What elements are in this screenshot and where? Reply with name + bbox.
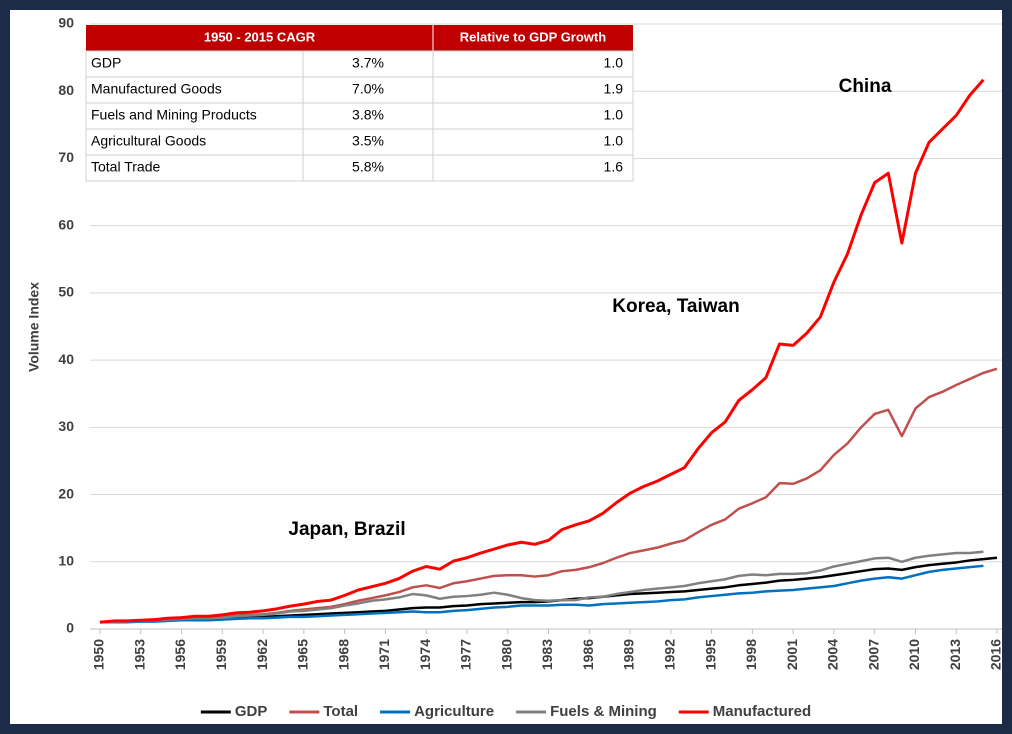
table-row: [85, 102, 634, 130]
x-tick-label: 2007: [865, 639, 881, 670]
x-tick-label: 1968: [335, 639, 351, 670]
x-tick-label: 1989: [621, 639, 637, 670]
legend-label: Total: [323, 703, 358, 720]
x-tick-label: 1953: [131, 639, 147, 670]
annotation: Japan, Brazil: [288, 519, 405, 540]
table-cell: GDP: [91, 55, 121, 71]
x-tick-label: 1992: [662, 639, 678, 670]
table-cell: Fuels and Mining Products: [91, 107, 257, 123]
x-tick-label: 1950: [91, 639, 107, 670]
y-axis-label: Volume Index: [26, 282, 42, 372]
table-cell: 5.8%: [352, 159, 384, 175]
table-cell: 3.5%: [352, 133, 384, 149]
x-tick-label: 1959: [213, 639, 229, 670]
legend-label: Manufactured: [713, 703, 811, 720]
series-line: [99, 550, 984, 624]
y-tick-label: 20: [58, 485, 74, 501]
table-row: [85, 154, 634, 182]
table-cell: Agricultural Goods: [91, 133, 206, 149]
x-tick-label: 2001: [784, 639, 800, 670]
table-cell: 1.0: [604, 107, 624, 123]
legend-label: Fuels & Mining: [550, 703, 657, 720]
table-row: [85, 50, 634, 78]
series-line: [99, 78, 985, 624]
table-row: [85, 128, 634, 156]
legend-label: GDP: [235, 703, 268, 720]
table-cell: 7.0%: [352, 81, 384, 97]
table-header: Relative to GDP Growth: [460, 29, 606, 44]
table-header-bg: [86, 25, 633, 51]
x-tick-label: 2010: [906, 639, 922, 670]
y-tick-label: 70: [58, 149, 74, 165]
series-line: [100, 564, 984, 624]
x-tick-label: 1971: [376, 639, 392, 670]
x-tick-label: 2004: [825, 639, 841, 670]
table-cell: 3.7%: [352, 55, 384, 71]
annotation: Korea, Taiwan: [612, 296, 739, 317]
table-cell: 1.9: [604, 81, 624, 97]
x-tick-label: 1974: [417, 639, 433, 670]
x-tick-label: 1986: [580, 639, 596, 670]
x-tick-label: 1977: [458, 639, 474, 670]
y-tick-label: 80: [58, 82, 74, 98]
table-cell: Manufactured Goods: [91, 81, 222, 97]
x-tick-label: 1962: [254, 639, 270, 670]
y-tick-label: 90: [58, 15, 74, 31]
annotation: China: [839, 76, 892, 97]
x-tick-label: 1998: [743, 639, 759, 670]
x-tick-label: 1983: [539, 639, 555, 670]
x-tick-label: 1995: [702, 639, 718, 670]
table-cell: 1.0: [604, 55, 624, 71]
y-tick-label: 60: [58, 216, 74, 232]
table-cell: 1.6: [604, 159, 624, 175]
table-cell: 3.8%: [352, 107, 384, 123]
y-tick-label: 10: [58, 552, 74, 568]
x-tick-label: 2016: [988, 639, 1004, 670]
x-tick-label: 1956: [172, 639, 188, 670]
x-tick-label: 2013: [947, 639, 963, 670]
table-header: 1950 - 2015 CAGR: [204, 29, 316, 44]
x-tick-label: 1965: [295, 639, 311, 670]
legend-label: Agriculture: [414, 703, 494, 720]
y-tick-label: 50: [58, 284, 74, 300]
x-tick-label: 1980: [498, 639, 514, 670]
y-tick-label: 30: [58, 418, 74, 434]
y-tick-label: 0: [66, 620, 74, 636]
table-row: [85, 76, 634, 104]
table-cell: Total Trade: [91, 159, 160, 175]
y-tick-label: 40: [58, 351, 74, 367]
table-cell: 1.0: [604, 133, 624, 149]
